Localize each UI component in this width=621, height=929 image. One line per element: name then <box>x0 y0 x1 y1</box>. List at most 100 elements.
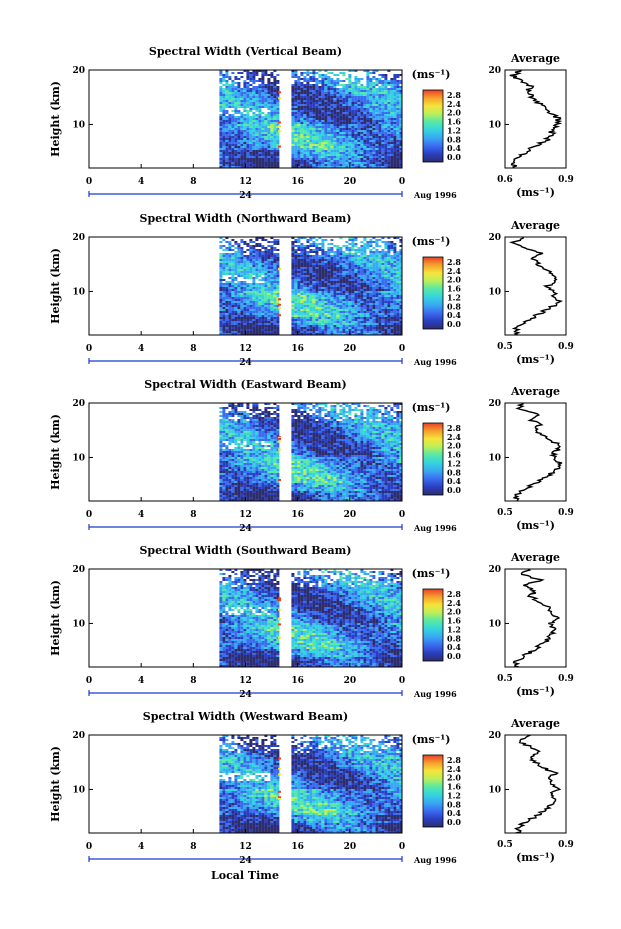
heatmap-cell <box>354 255 358 257</box>
heatmap-cell <box>375 323 379 325</box>
heatmap-cell <box>360 118 364 120</box>
heatmap-cell <box>294 319 298 321</box>
heatmap-cell <box>375 305 379 307</box>
heatmap-cell <box>234 309 238 311</box>
heatmap-cell <box>219 86 223 88</box>
heatmap-cell <box>384 295 388 297</box>
heatmap-cell <box>231 289 235 291</box>
heatmap-cell <box>261 100 265 102</box>
heatmap-cell <box>291 241 295 243</box>
heatmap-cell <box>303 160 307 162</box>
heatmap-cell <box>309 237 313 239</box>
heatmap-cell <box>375 241 379 243</box>
heatmap-cell <box>348 265 352 267</box>
heatmap-cell <box>225 90 229 92</box>
heatmap-cell <box>321 247 325 249</box>
heatmap-cell <box>297 146 301 148</box>
heatmap-cell <box>264 255 268 257</box>
heatmap-cell <box>378 275 382 277</box>
heatmap-cell <box>351 160 355 162</box>
heatmap-cell <box>360 317 364 319</box>
heatmap-cell <box>342 132 346 134</box>
heatmap-cell <box>318 263 322 265</box>
heatmap-cell <box>237 84 241 86</box>
heatmap-cell <box>297 279 301 281</box>
heatmap-cell <box>300 112 304 114</box>
heatmap-cell <box>342 265 346 267</box>
heatmap-cell <box>261 152 265 154</box>
heatmap-cell <box>243 261 247 263</box>
heatmap-cell <box>306 132 310 134</box>
heatmap-cell <box>270 88 274 90</box>
heatmap-cell <box>264 309 268 311</box>
heatmap-cell <box>387 237 391 239</box>
heatmap-cell <box>300 102 304 104</box>
heatmap-cell <box>345 321 349 323</box>
heatmap-cell <box>246 120 250 122</box>
heatmap-cell <box>357 166 361 168</box>
heatmap-cell <box>324 164 328 166</box>
heatmap-cell <box>273 271 277 273</box>
heatmap-cell <box>258 84 262 86</box>
heatmap-cell <box>396 90 400 92</box>
heatmap-cell <box>384 124 388 126</box>
heatmap-cell <box>219 285 223 287</box>
heatmap-cell <box>264 259 268 261</box>
heatmap-cell <box>228 245 232 247</box>
heatmap-cell <box>315 325 319 327</box>
heatmap-cell <box>345 247 349 249</box>
heatmap-cell <box>222 88 226 90</box>
heatmap-cell <box>369 154 373 156</box>
heatmap-cell <box>249 247 253 249</box>
heatmap-cell <box>375 96 379 98</box>
heatmap-cell <box>222 293 226 295</box>
heatmap-cell <box>396 94 400 96</box>
heatmap-cell <box>321 148 325 150</box>
heatmap-cell <box>399 150 403 152</box>
heatmap-cell <box>330 126 334 128</box>
heatmap-cell <box>297 154 301 156</box>
heatmap-cell <box>267 100 271 102</box>
heatmap-cell <box>369 301 373 303</box>
colorbar-tick-label: 2.0 <box>447 108 461 118</box>
heatmap-cell <box>237 303 241 305</box>
heatmap-cell <box>219 329 223 331</box>
heatmap-cell <box>273 94 277 96</box>
heatmap-cell <box>243 269 247 271</box>
heatmap-cell <box>306 96 310 98</box>
heatmap-cell <box>240 241 244 243</box>
heatmap-cell <box>237 265 241 267</box>
heatmap-cell <box>387 249 391 251</box>
heatmap-cell <box>222 271 226 273</box>
heatmap-cell <box>297 78 301 80</box>
heatmap-cell <box>351 104 355 106</box>
heatmap-cell <box>219 132 223 134</box>
heatmap-cell <box>300 128 304 130</box>
heatmap-cell <box>351 92 355 94</box>
heatmap-cell <box>321 126 325 128</box>
heatmap-cell <box>228 84 232 86</box>
heatmap-cell <box>291 279 295 281</box>
heatmap-cell <box>336 295 340 297</box>
heatmap-cell <box>375 329 379 331</box>
heatmap-cell <box>372 92 376 94</box>
heatmap-cell <box>270 273 274 275</box>
heatmap-cell <box>270 263 274 265</box>
heatmap-cell <box>228 164 232 166</box>
heatmap-cell <box>228 273 232 275</box>
heatmap-cell <box>228 92 232 94</box>
heatmap-cell <box>378 154 382 156</box>
heatmap-cell <box>336 287 340 289</box>
heatmap-cell <box>294 317 298 319</box>
heatmap-cell <box>231 331 235 333</box>
heatmap-cell <box>342 315 346 317</box>
heatmap-cell <box>345 269 349 271</box>
heatmap-cell <box>276 154 280 156</box>
heatmap-cell <box>261 267 265 269</box>
heatmap-cell <box>321 142 325 144</box>
heatmap-cell <box>234 166 238 168</box>
heatmap-cell <box>318 124 322 126</box>
heatmap-cell <box>225 80 229 82</box>
heatmap-cell <box>339 269 343 271</box>
heatmap-cell <box>384 98 388 100</box>
